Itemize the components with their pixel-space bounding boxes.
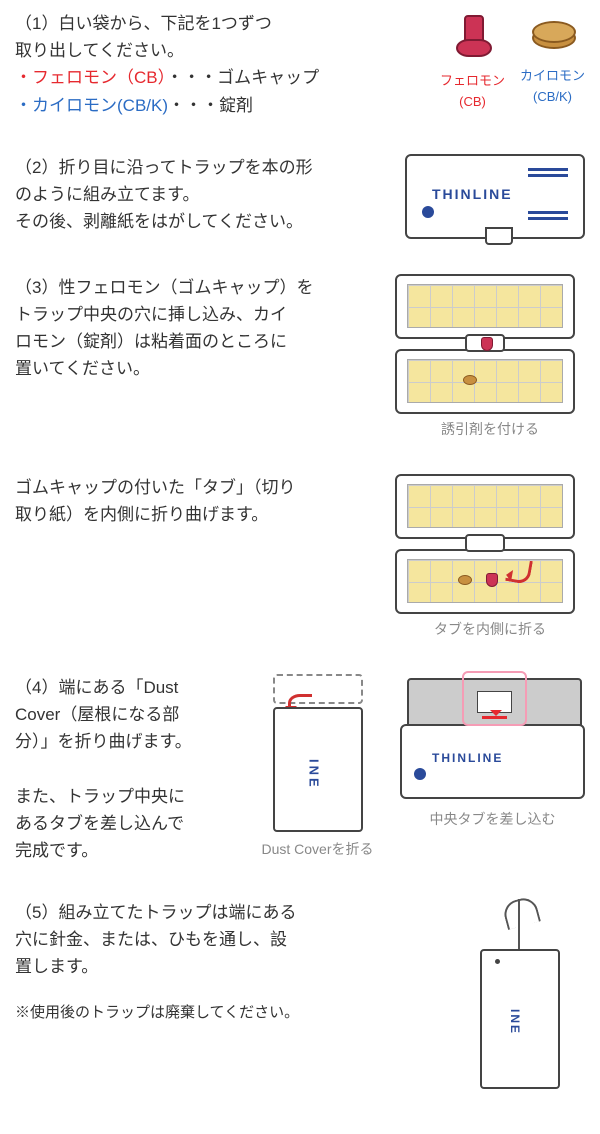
- step-5: （5）組み立てたトラップは端にある 穴に針金、または、ひもを通し、設 置します。…: [15, 899, 585, 1089]
- step-2: （2）折り目に沿ってトラップを本の形 のように組み立てます。 その後、剥離紙をは…: [15, 154, 585, 239]
- trap-panel-top: [395, 474, 575, 539]
- text-line: （3）性フェロモン（ゴムキャップ）を: [15, 274, 380, 301]
- pheromone-cap-icon: [452, 15, 492, 65]
- text-line: ゴムキャップの付いた「タブ」（切り: [15, 474, 380, 501]
- icon-label: (CB/K): [520, 89, 585, 104]
- step-3a-text: （3）性フェロモン（ゴムキャップ）を トラップ中央の穴に挿し込み、カイ ロモン（…: [15, 274, 380, 439]
- caption: 中央タブを差し込む: [400, 809, 585, 829]
- sticky-surface: [407, 559, 563, 603]
- text-line: 完成です。: [15, 837, 235, 864]
- trap-open-fold-tab: タブを内側に折る: [395, 474, 585, 639]
- step-5-text: （5）組み立てたトラップは端にある 穴に針金、または、ひもを通し、設 置します。…: [15, 899, 440, 1089]
- text-line: ・カイロモン(CB/K)・・・錠剤: [15, 92, 440, 119]
- text-line: トラップ中央の穴に挿し込み、カイ: [15, 301, 380, 328]
- text-line: 置いてください。: [15, 355, 380, 382]
- kairomone-on-trap-icon: [463, 375, 477, 385]
- trap-logo-vertical: INE: [307, 759, 322, 790]
- trap-hinge: [465, 334, 505, 352]
- kairomone-icon-col: カイロモン (CB/K): [520, 15, 585, 104]
- dust-cover-flap: [273, 674, 363, 704]
- hanging-trap-icon: INE: [470, 899, 570, 1089]
- text-line: 分）」を折り曲げます。: [15, 728, 235, 755]
- decoration-dot: [422, 206, 434, 218]
- text-line: ・フェロモン（CB）・・・ゴムキャップ: [15, 64, 440, 91]
- step-1: （1）白い袋から、下記を1つずつ 取り出してください。 ・フェロモン（CB）・・…: [15, 10, 585, 119]
- text-line: また、トラップ中央に: [15, 783, 235, 810]
- icon-label: カイロモン: [520, 65, 585, 84]
- text-span: ・・・ゴムキャップ: [166, 68, 319, 87]
- icon-label: (CB): [440, 94, 505, 109]
- caption: 誘引剤を付ける: [395, 419, 585, 439]
- step-3b: ゴムキャップの付いた「タブ」（切り 取り紙）を内側に折り曲げます。 タブを内側に…: [15, 474, 585, 639]
- step-3b-text: ゴムキャップの付いた「タブ」（切り 取り紙）を内側に折り曲げます。: [15, 474, 380, 639]
- trap-logo: THINLINE: [432, 186, 513, 202]
- text-line: （2）折り目に沿ってトラップを本の形: [15, 154, 390, 181]
- dust-cover-icon: INE: [273, 674, 363, 834]
- icon-label: フェロモン: [440, 70, 505, 89]
- pheromone-icon-col: フェロモン (CB): [440, 15, 505, 109]
- text-line: 取り紙）を内側に折り曲げます。: [15, 501, 380, 528]
- note-text: ※使用後のトラップは廃棄してください。: [15, 1001, 440, 1025]
- text-line: 取り出してください。: [15, 37, 440, 64]
- trap-logo: THINLINE: [432, 751, 503, 765]
- center-tab-icon: THINLINE: [400, 724, 585, 799]
- text-line: 穴に針金、または、ひもを通し、設: [15, 926, 440, 953]
- text-line: （4）端にある「Dust: [15, 674, 235, 701]
- text-line: Cover（屋根になる部: [15, 701, 235, 728]
- wire-icon: [518, 899, 520, 954]
- text-line: のように組み立てます。: [15, 181, 390, 208]
- step-3a: （3）性フェロモン（ゴムキャップ）を トラップ中央の穴に挿し込み、カイ ロモン（…: [15, 274, 585, 439]
- kairomone-tablet-icon: [530, 15, 575, 60]
- decoration-bars: [528, 211, 568, 214]
- pheromone-label: ・フェロモン（CB）: [15, 68, 166, 87]
- trap-panel-bottom: [395, 549, 575, 614]
- center-tab-insert: THINLINE 中央タブを差し込む: [400, 674, 585, 829]
- trap-body: THINLINE: [400, 724, 585, 799]
- trap-hinge: [465, 534, 505, 552]
- trap-open-icon: [395, 474, 575, 614]
- caption: Dust Coverを折る: [245, 839, 390, 859]
- decoration-dot: [414, 768, 426, 780]
- pheromone-in-hinge-icon: [481, 337, 493, 351]
- trap-open-icon: [395, 274, 575, 414]
- trap-logo-vertical: INE: [508, 1009, 522, 1035]
- text-line: あるタブを差し込んで: [15, 810, 235, 837]
- text-line: （1）白い袋から、下記を1つずつ: [15, 10, 440, 37]
- sticky-surface: [407, 359, 563, 403]
- insert-arrow-icon: [490, 710, 502, 722]
- kairomone-on-trap-icon: [458, 575, 472, 585]
- dust-cover-fold: INE Dust Coverを折る: [245, 674, 390, 859]
- step-2-text: （2）折り目に沿ってトラップを本の形 のように組み立てます。 その後、剥離紙をは…: [15, 154, 390, 239]
- text-line: （5）組み立てたトラップは端にある: [15, 899, 440, 926]
- text-line: ロモン（錠剤）は粘着面のところに: [15, 328, 380, 355]
- sticky-surface: [407, 284, 563, 328]
- trap-panel-bottom: [395, 349, 575, 414]
- dust-cover-body: INE: [273, 707, 363, 832]
- step-1-icons: フェロモン (CB) カイロモン (CB/K): [440, 10, 585, 119]
- text-span: ・・・錠剤: [168, 96, 253, 115]
- decoration-bars: [528, 168, 568, 171]
- caption: タブを内側に折る: [395, 619, 585, 639]
- step-4: （4）端にある「Dust Cover（屋根になる部 分）」を折り曲げます。 また…: [15, 674, 585, 864]
- step-4-text: （4）端にある「Dust Cover（屋根になる部 分）」を折り曲げます。 また…: [15, 674, 235, 864]
- trap-panel-top: [395, 274, 575, 339]
- trap-closed-icon: THINLINE: [405, 154, 585, 239]
- trap-open-attractant: 誘引剤を付ける: [395, 274, 585, 439]
- pheromone-on-trap-icon: [486, 573, 498, 587]
- trap-closed-illustration: THINLINE: [405, 154, 585, 239]
- step-1-text: （1）白い袋から、下記を1つずつ 取り出してください。 ・フェロモン（CB）・・…: [15, 10, 440, 119]
- kairomone-label: ・カイロモン(CB/K): [15, 96, 168, 115]
- hanging-trap: INE: [455, 899, 585, 1089]
- sticky-surface: [407, 484, 563, 528]
- text-line: その後、剥離紙をはがしてください。: [15, 208, 390, 235]
- text-line: 置します。: [15, 953, 440, 980]
